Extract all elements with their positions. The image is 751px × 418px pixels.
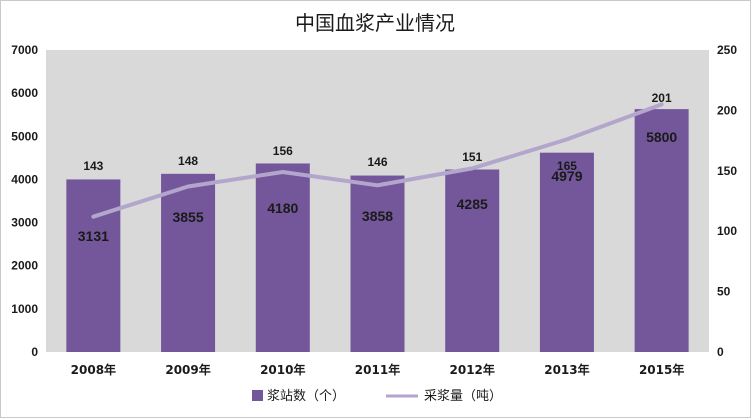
line-data-label: 201	[652, 91, 672, 105]
bar-data-label: 3858	[362, 208, 393, 224]
y-left-tick: 1000	[11, 302, 38, 316]
y-right-tick: 150	[717, 164, 737, 178]
line-data-label: 165	[557, 159, 577, 173]
bar-2011年	[350, 175, 405, 352]
line-data-label: 146	[367, 155, 387, 169]
y-left-tick: 5000	[11, 129, 38, 143]
y-right-tick: 250	[717, 43, 737, 57]
x-tick: 2010年	[260, 362, 305, 377]
bar-data-label: 4979	[551, 168, 582, 184]
chart-title: 中国血浆产业情况	[295, 11, 455, 35]
bar-data-label: 3855	[172, 209, 203, 225]
legend-label-bar: 浆站数（个）	[267, 389, 345, 404]
y-left-tick: 7000	[11, 43, 38, 57]
bar-data-label: 3131	[78, 228, 109, 244]
y-left-tick: 3000	[11, 216, 38, 230]
line-data-label: 148	[178, 154, 198, 168]
line-data-label: 143	[83, 159, 103, 173]
x-tick: 2008年	[71, 362, 116, 377]
bar-2015年	[634, 109, 689, 352]
x-tick: 2013年	[544, 362, 589, 377]
y-left-tick: 2000	[11, 259, 38, 273]
line-data-label: 151	[462, 150, 482, 164]
y-right-tick: 50	[717, 285, 731, 299]
y-left-tick: 0	[31, 345, 38, 359]
bar-data-label: 5800	[646, 129, 677, 145]
legend: 浆站数（个） 采浆量（吨）	[252, 389, 502, 404]
y-right-tick: 200	[717, 103, 737, 117]
line-series	[91, 102, 664, 219]
y-left-tick: 6000	[11, 86, 38, 100]
y-left-tick: 4000	[11, 172, 38, 186]
y-right-tick: 0	[717, 345, 724, 359]
x-tick: 2012年	[450, 362, 495, 377]
bar-2008年	[66, 179, 121, 352]
legend-swatch-bar	[252, 390, 263, 401]
line-data-label: 156	[273, 144, 293, 158]
y-right-tick: 100	[717, 224, 737, 238]
bar-2012年	[445, 169, 500, 352]
legend-label-line: 采浆量（吨）	[424, 389, 502, 404]
bar-data-label: 4285	[457, 196, 488, 212]
x-tick: 2009年	[165, 362, 210, 377]
bar-2013年	[539, 152, 594, 352]
x-tick: 2015年	[639, 362, 684, 377]
bar-2010年	[255, 163, 310, 352]
x-tick: 2011年	[355, 362, 400, 377]
bar-2009年	[161, 173, 216, 352]
bar-data-label: 4180	[267, 200, 298, 216]
